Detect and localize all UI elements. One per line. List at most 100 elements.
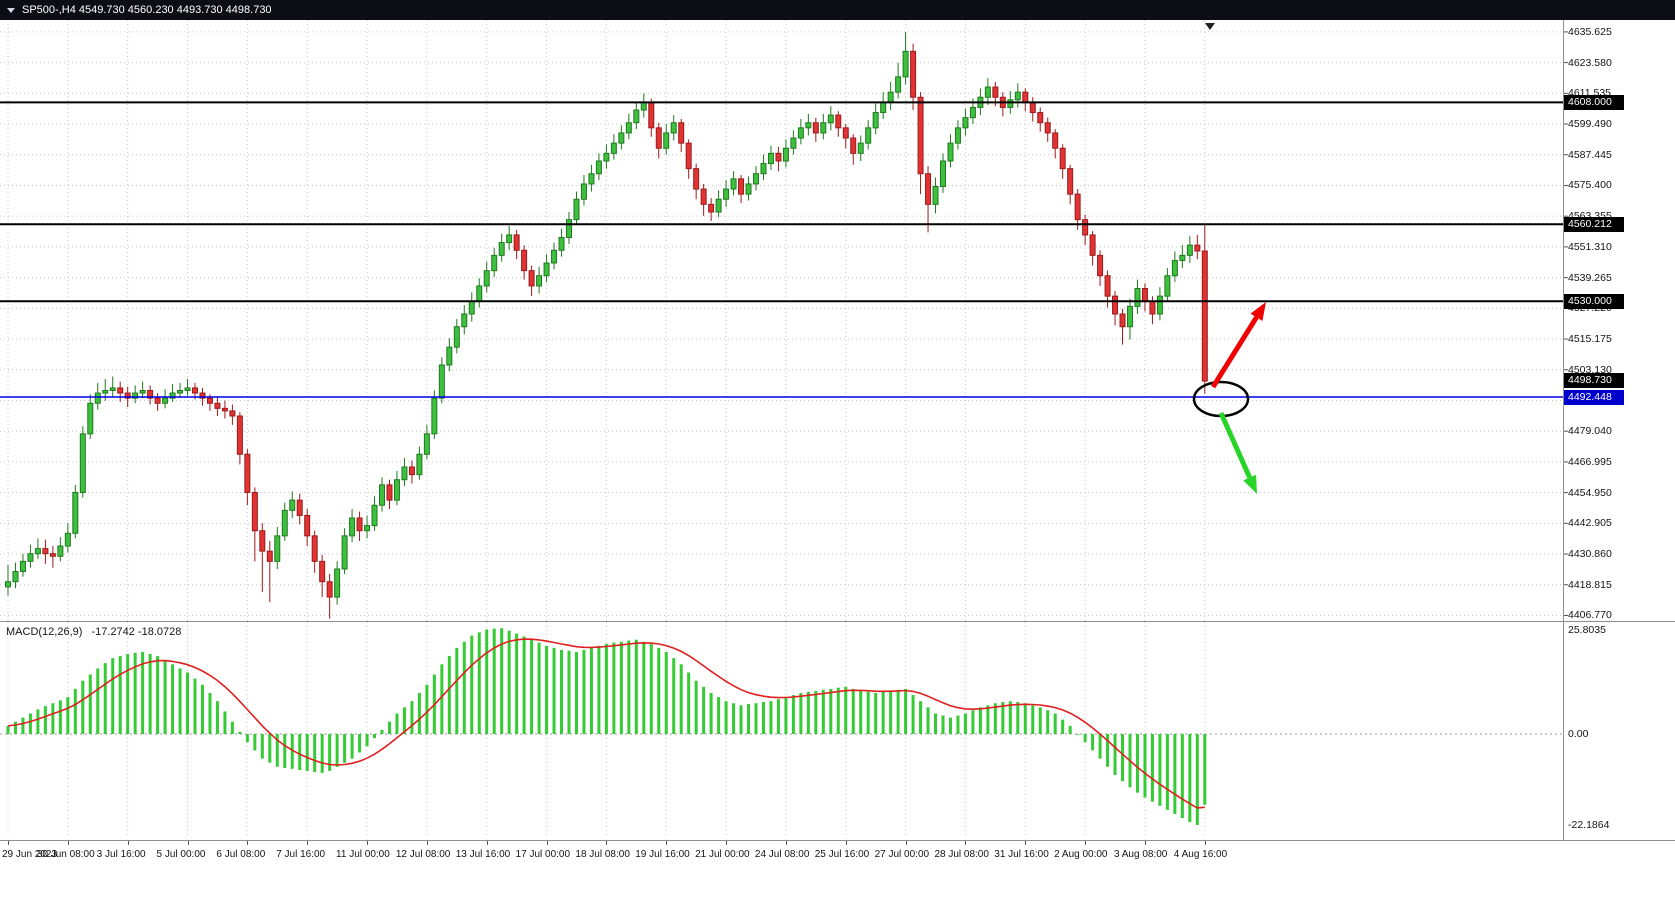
macd-histogram-bar: [836, 687, 840, 734]
candle: [491, 247, 498, 278]
chart-titlebar[interactable]: SP500-,H4 4549.730 4560.230 4493.730 449…: [0, 0, 1675, 20]
candle: [319, 554, 326, 598]
macd-histogram-bar: [694, 680, 698, 734]
macd-histogram-bar: [537, 642, 541, 734]
candle: [566, 211, 572, 244]
candle: [423, 424, 430, 460]
candle: [954, 120, 961, 150]
horizontal-level-lines[interactable]: [0, 101, 1563, 303]
macd-histogram-bar: [560, 649, 564, 734]
macd-histogram-bar: [417, 693, 421, 734]
candle: [94, 382, 101, 410]
candle: [266, 540, 273, 603]
macd-histogram-bar: [582, 649, 586, 734]
candle: [214, 396, 221, 416]
candle: [1082, 214, 1089, 246]
candle: [326, 574, 333, 619]
macd-histogram-bar: [567, 650, 571, 734]
macd-histogram-bar: [36, 709, 40, 734]
macd-chart-surface[interactable]: [0, 622, 1675, 840]
macd-histogram-bar: [253, 734, 257, 751]
candle: [274, 526, 281, 569]
macd-histogram-bar: [66, 697, 70, 734]
candle: [655, 122, 662, 159]
macd-histogram-bar: [156, 656, 160, 734]
annotations[interactable]: [1192, 302, 1266, 494]
macd-histogram-bar: [859, 690, 863, 734]
time-axis-separator: [0, 840, 1675, 841]
macd-histogram-bar: [492, 628, 496, 734]
macd-histogram-bar: [485, 629, 489, 734]
macd-histogram-bar: [574, 652, 578, 734]
candle: [356, 511, 363, 541]
candlestick-series: [5, 31, 1208, 619]
time-axis-tick: [187, 841, 189, 845]
candle: [289, 491, 296, 518]
price-axis-label: 4466.995: [1568, 455, 1612, 468]
macd-histogram-bar: [320, 734, 324, 773]
candle: [408, 460, 415, 484]
macd-histogram-bar: [387, 721, 391, 734]
green-arrow-annotation[interactable]: [1218, 411, 1252, 479]
macd-histogram-bar: [844, 686, 848, 734]
macd-histogram-bar: [28, 713, 32, 734]
candle: [57, 537, 64, 562]
macd-histogram-bar: [963, 713, 967, 734]
macd-histogram-bar: [283, 734, 287, 769]
macd-histogram-bar: [358, 734, 362, 753]
symbol-menu-icon[interactable]: [7, 7, 15, 13]
macd-histogram-bar: [919, 701, 923, 734]
candle: [551, 242, 558, 270]
macd-histogram-bar: [1001, 702, 1005, 734]
level-price-label: 4560.212: [1564, 216, 1624, 232]
time-axis-label: 5 Jul 00:00: [156, 849, 206, 860]
macd-histogram-bar: [604, 643, 608, 734]
macd-histogram-bar: [51, 703, 55, 734]
macd-histogram-bar: [365, 734, 369, 747]
candle: [842, 124, 849, 149]
time-axis-label: 31 Jul 16:00: [994, 849, 1049, 860]
macd-histogram-bar: [1173, 734, 1177, 814]
candle: [835, 111, 842, 137]
price-chart-surface[interactable]: [0, 20, 1675, 622]
candle: [64, 523, 71, 553]
macd-histogram-bar: [911, 695, 915, 734]
time-axis[interactable]: 29 Jun 2023 30 Jun 08:00 3 Jul 16:00 5 Jul …: [0, 841, 1675, 900]
macd-histogram-bar: [739, 705, 743, 734]
candle: [154, 393, 161, 411]
price-axis-label: 4599.490: [1568, 118, 1612, 131]
candle: [498, 233, 505, 262]
macd-histogram-bar: [440, 664, 444, 734]
candle: [730, 171, 737, 196]
macd-scale-min: -22.1864: [1568, 818, 1610, 831]
candle: [5, 565, 11, 596]
macd-histogram-bar: [88, 674, 92, 734]
time-axis-label: 4 Aug 16:00: [1173, 849, 1228, 860]
macd-histogram-bar: [21, 717, 25, 734]
candle: [1044, 117, 1051, 142]
candle: [1201, 224, 1208, 394]
candle: [917, 92, 924, 195]
candle: [483, 261, 490, 293]
macd-histogram-bar: [1121, 734, 1125, 782]
red-arrow-annotation[interactable]: [1210, 315, 1259, 389]
macd-histogram-bar: [1031, 705, 1035, 734]
candle: [1074, 189, 1081, 230]
candle: [177, 382, 184, 399]
macd-histogram-bar: [163, 660, 167, 734]
chart-shift-marker[interactable]: [1205, 23, 1215, 30]
candle: [1037, 107, 1044, 132]
macd-histogram-bar: [1023, 703, 1027, 734]
time-axis-tick: [1085, 841, 1087, 845]
macd-histogram-bar: [313, 734, 317, 773]
time-axis-label: 7 Jul 16:00: [276, 849, 326, 860]
candle: [371, 496, 378, 531]
macd-histogram-bar: [103, 663, 107, 734]
candle: [1112, 291, 1119, 326]
macd-histogram-bar: [881, 691, 885, 734]
candle: [393, 470, 400, 506]
macd-histogram-bar: [1135, 734, 1139, 793]
price-axis-label: 4503.130: [1568, 363, 1612, 376]
macd-histogram-bar: [223, 711, 227, 734]
